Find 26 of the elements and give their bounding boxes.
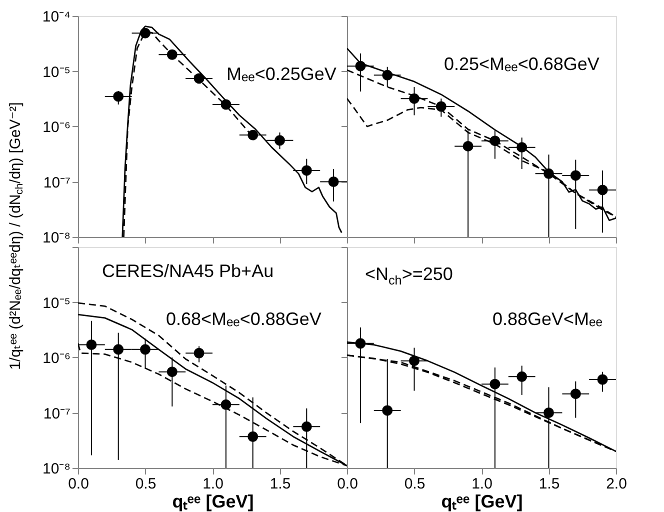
annotation: Mₑₑ<0.25GeV — [226, 64, 336, 84]
x-tick-label: 1.5 — [270, 476, 291, 492]
x-tick-label: 0.0 — [337, 476, 358, 492]
x-tick-label: 0.0 — [68, 476, 89, 492]
x-axis-title: qₜᵉᵉ [GeV] — [441, 492, 523, 512]
y-tick-label: 10⁻⁷ — [43, 174, 70, 192]
y-tick-label: 10⁻⁷ — [43, 405, 70, 422]
y-tick-label: 10⁻⁵ — [42, 294, 70, 312]
annotation: 0.68<Mₑₑ<0.88GeV — [166, 309, 322, 329]
x-tick-label: 1.0 — [202, 476, 224, 492]
annotation: CERES/NA45 Pb+Au — [102, 261, 274, 281]
y-axis-title: 1/qₜᵉᵉ (d²Nₑₑ/dqₜᵉᵉdη) / (dNch/dη) [GeV⁻²] — [7, 102, 26, 370]
y-tick-label: 10⁻⁶ — [42, 350, 70, 367]
x-tick-label: 0.5 — [135, 476, 156, 492]
y-tick-label: 10⁻⁶ — [42, 119, 70, 136]
x-tick-label: 1.5 — [538, 476, 560, 492]
x-tick-label: 0.5 — [404, 476, 426, 492]
y-tick-label: 10⁻⁴ — [42, 8, 70, 26]
y-tick-label: 10⁻⁵ — [42, 64, 70, 81]
annotation: 0.88GeV<Mₑₑ — [492, 309, 603, 329]
x-tick-label: 1.0 — [472, 476, 492, 492]
annotation: 0.25<Mₑₑ<0.68GeV — [444, 54, 600, 74]
y-tick-label: 10⁻⁸ — [42, 230, 70, 246]
x-tick-label: 2.0 — [606, 476, 627, 492]
x-axis-title: qₜᵉᵉ [GeV] — [172, 492, 254, 512]
y-tick-label: 10⁻⁸ — [42, 460, 70, 478]
